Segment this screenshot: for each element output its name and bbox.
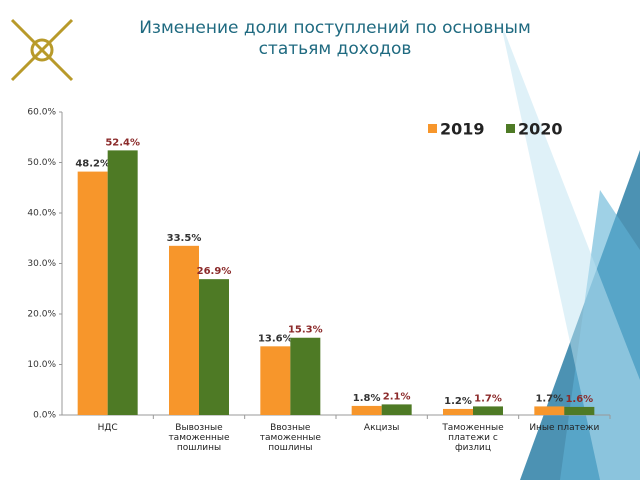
value-label: 1.8% xyxy=(353,393,381,404)
x-tick-label: Ввозные таможенные пошлины xyxy=(259,423,321,453)
x-tick-label: Вывозные таможенные пошлины xyxy=(168,423,230,453)
decor xyxy=(500,20,640,480)
bar xyxy=(381,404,412,415)
y-tick-label: 20.0% xyxy=(27,310,56,320)
legend-label: 2020 xyxy=(518,120,563,139)
value-label: 52.4% xyxy=(105,137,140,148)
value-label: 1.6% xyxy=(565,394,593,405)
bar xyxy=(77,171,108,415)
logo xyxy=(10,18,74,82)
y-tick-label: 30.0% xyxy=(27,259,56,269)
x-tick-label: НДС xyxy=(97,423,118,433)
value-label: 15.3% xyxy=(288,325,323,336)
x-tick-label: Акцизы xyxy=(363,423,400,433)
bar xyxy=(290,337,321,415)
value-label: 1.7% xyxy=(535,393,563,404)
value-label: 33.5% xyxy=(167,233,202,244)
y-tick-label: 60.0% xyxy=(27,108,56,118)
y-tick-label: 0.0% xyxy=(33,411,56,421)
legend-swatch xyxy=(506,124,515,133)
value-label: 1.2% xyxy=(444,396,472,407)
x-tick-label: Иные платежи xyxy=(529,423,600,433)
chart-title: Изменение доли поступлений по основным с… xyxy=(139,18,531,59)
bar xyxy=(351,405,382,415)
y-tick-label: 10.0% xyxy=(27,360,56,370)
legend-label: 2019 xyxy=(440,120,485,139)
y-tick-label: 50.0% xyxy=(27,158,56,168)
bar xyxy=(260,346,291,415)
value-label: 26.9% xyxy=(197,266,232,277)
bar xyxy=(107,150,138,415)
bar xyxy=(534,406,565,415)
bar xyxy=(443,408,473,415)
value-label: 2.1% xyxy=(383,391,411,402)
bar xyxy=(473,406,503,415)
value-label: 1.7% xyxy=(474,393,502,404)
bar xyxy=(199,279,229,415)
value-label: 48.2% xyxy=(75,159,110,170)
x-tick-label: Таможенные платежи с физлиц xyxy=(442,423,504,453)
value-label: 13.6% xyxy=(258,333,293,344)
legend-swatch xyxy=(428,124,437,133)
bar xyxy=(564,406,595,415)
bar xyxy=(169,245,199,415)
y-tick-label: 40.0% xyxy=(27,209,56,219)
